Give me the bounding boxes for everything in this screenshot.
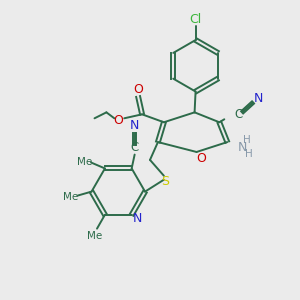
Text: H: H xyxy=(243,135,251,145)
Text: N: N xyxy=(238,140,247,154)
Text: C: C xyxy=(234,108,242,121)
Text: O: O xyxy=(196,152,206,165)
Text: Me: Me xyxy=(87,231,103,241)
Text: Cl: Cl xyxy=(189,13,202,26)
Text: S: S xyxy=(161,175,169,188)
Text: O: O xyxy=(113,114,123,127)
Text: H: H xyxy=(245,149,253,159)
Text: Me: Me xyxy=(63,192,78,202)
Text: N: N xyxy=(253,92,263,105)
Text: O: O xyxy=(133,83,143,96)
Text: Me: Me xyxy=(77,157,93,166)
Text: N: N xyxy=(130,119,139,132)
Text: C: C xyxy=(130,141,139,154)
Text: N: N xyxy=(133,212,142,225)
